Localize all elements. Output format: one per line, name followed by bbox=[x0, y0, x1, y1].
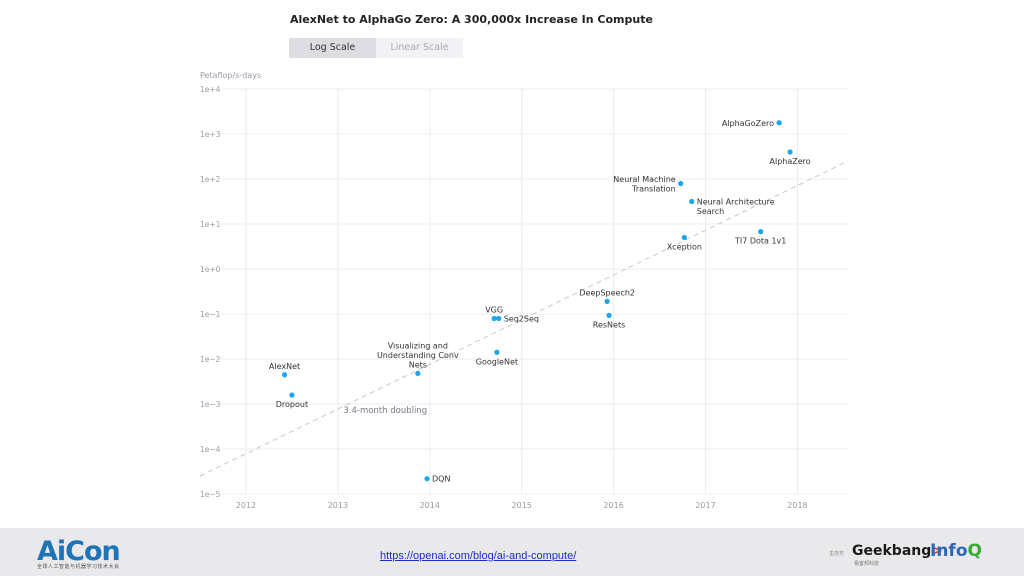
point-label: Xception bbox=[667, 243, 702, 252]
data-point bbox=[491, 315, 497, 322]
point-label: GoogleNet bbox=[476, 357, 518, 366]
y-tick-label: 1e+3 bbox=[200, 130, 221, 139]
x-tick-label: 2017 bbox=[695, 501, 715, 510]
compute-chart: Petaflop/s-days 1e+4 1e+3 1e+2 1e+1 1e+0 1e−1 1… bbox=[199, 71, 849, 510]
infoq-text: Info bbox=[930, 541, 968, 561]
point-label: Search bbox=[697, 207, 724, 216]
x-tick-label: 2015 bbox=[512, 501, 532, 510]
tab-linear-scale[interactable]: Linear Scale bbox=[376, 38, 463, 58]
scale-tabs: Log Scale Linear Scale bbox=[289, 38, 463, 58]
point-label: Neural Architecture bbox=[697, 198, 775, 207]
y-tick-label: 1e−5 bbox=[200, 490, 221, 499]
data-point bbox=[678, 180, 684, 187]
data-point bbox=[787, 149, 793, 155]
point-label: DeepSpeech2 bbox=[579, 288, 635, 297]
host-label: 主办方 bbox=[829, 551, 845, 557]
point-label: Dropout bbox=[276, 400, 308, 409]
x-tick-label: 2018 bbox=[787, 501, 807, 510]
point-label: Seq2Seq bbox=[504, 315, 539, 324]
chart-title: AlexNet to AlphaGo Zero: A 300,000x Incr… bbox=[290, 13, 653, 26]
y-tick-label: 1e+4 bbox=[200, 85, 221, 94]
y-tick-label: 1e−1 bbox=[200, 310, 221, 319]
data-point bbox=[494, 349, 500, 355]
data-point bbox=[424, 476, 430, 482]
x-tick-label: 2012 bbox=[236, 501, 256, 510]
y-tick-label: 1e+0 bbox=[200, 265, 221, 274]
data-point bbox=[604, 298, 610, 304]
point-label: Neural Machine bbox=[613, 175, 676, 184]
footer: AiCon 全球人工智能与机器学习技术大会 https://openai.com… bbox=[0, 528, 1024, 576]
source-link[interactable]: https://openai.com/blog/ai-and-compute/ bbox=[380, 550, 577, 562]
point-label: Visualizing and bbox=[388, 341, 448, 350]
y-tick-label: 1e−4 bbox=[200, 445, 221, 454]
aicon-subtitle: 全球人工智能与机器学习技术大会 bbox=[37, 564, 120, 570]
data-point bbox=[606, 312, 612, 318]
infoq-q: Q bbox=[967, 541, 982, 561]
data-point bbox=[415, 370, 421, 376]
geekbang-subtitle: 极客邦科技 bbox=[854, 561, 880, 567]
x-tick-label: 2013 bbox=[328, 501, 348, 510]
point-label: AlphaGoZero bbox=[722, 119, 774, 128]
geekbang-arrow: >. bbox=[931, 543, 949, 559]
y-axis-label: Petaflop/s-days bbox=[200, 71, 261, 80]
point-label: Translation bbox=[631, 184, 676, 193]
point-label: ResNets bbox=[593, 320, 626, 329]
point-label: AlexNet bbox=[269, 362, 300, 371]
y-tick-label: 1e−3 bbox=[200, 400, 221, 409]
data-point bbox=[496, 315, 502, 322]
point-label: AlphaZero bbox=[770, 157, 811, 166]
geekbang-logo: Geekbang>. bbox=[852, 543, 948, 559]
data-point bbox=[689, 198, 695, 205]
point-label: VGG bbox=[485, 306, 503, 315]
x-tick-label: 2016 bbox=[603, 501, 623, 510]
trend-label: 3.4-month doubling bbox=[343, 406, 427, 416]
tab-log-scale[interactable]: Log Scale bbox=[289, 38, 376, 58]
aicon-logo: AiCon bbox=[37, 536, 121, 567]
y-tick-label: 1e+1 bbox=[200, 220, 221, 229]
data-point bbox=[289, 392, 295, 398]
point-label: Understanding Conv bbox=[377, 351, 459, 360]
geekbang-text: Geekbang bbox=[852, 543, 932, 559]
point-label: TI7 Dota 1v1 bbox=[734, 237, 786, 246]
y-tick-label: 1e+2 bbox=[200, 175, 221, 184]
y-tick-label: 1e−2 bbox=[200, 355, 221, 364]
data-point bbox=[681, 234, 687, 241]
point-label: Nets bbox=[409, 360, 427, 369]
data-point bbox=[776, 120, 782, 126]
infoq-logo: InfoQ bbox=[930, 541, 982, 561]
x-tick-label: 2014 bbox=[420, 501, 440, 510]
trend-line bbox=[199, 160, 849, 477]
data-point bbox=[758, 229, 764, 235]
point-label: DQN bbox=[432, 475, 450, 484]
data-point bbox=[281, 372, 288, 378]
